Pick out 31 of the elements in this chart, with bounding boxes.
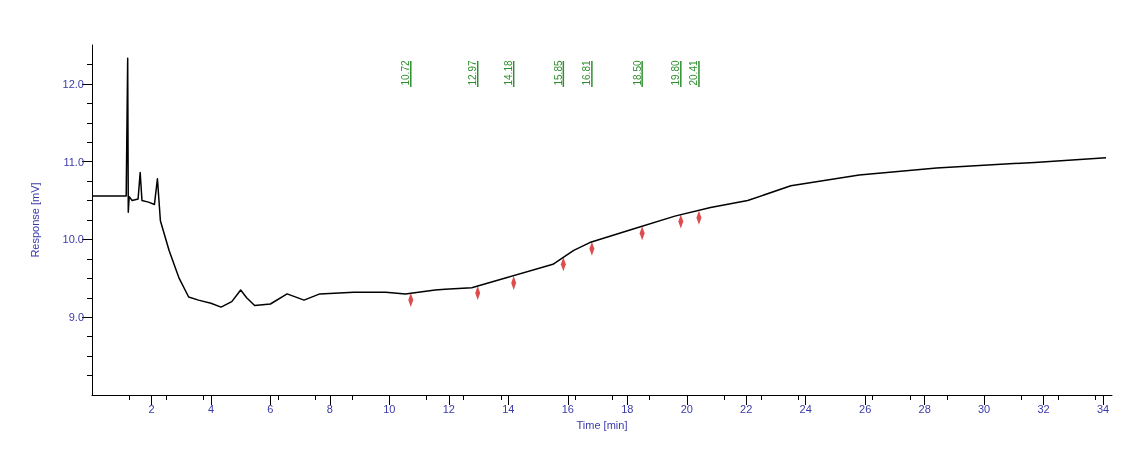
x-tick-label: 6 xyxy=(267,402,274,415)
ref-line-label: 19.80 xyxy=(670,60,682,86)
x-tick-label: 16 xyxy=(561,402,574,415)
y-tick-label: 10.0 xyxy=(62,233,84,246)
x-tick-label: 8 xyxy=(326,402,333,415)
x-tick-label: 26 xyxy=(859,402,872,415)
x-tick-label: 14 xyxy=(502,402,515,415)
x-tick-label: 4 xyxy=(207,402,215,415)
x-tick-label: 28 xyxy=(918,402,931,415)
ref-line-label: 16.81 xyxy=(581,60,593,86)
ref-line-label: 10.72 xyxy=(400,60,412,86)
y-tick-label: 9.0 xyxy=(68,311,84,324)
x-tick-label: 2 xyxy=(148,402,155,415)
x-tick-label: 10 xyxy=(383,402,396,415)
x-axis-title: Time [min] xyxy=(576,418,628,431)
x-tick-label: 34 xyxy=(1096,402,1110,415)
ref-line-label: 14.18 xyxy=(503,60,515,86)
x-tick-label: 20 xyxy=(680,402,693,415)
x-tick-label: 32 xyxy=(1037,402,1050,415)
x-tick-label: 24 xyxy=(799,402,812,415)
ref-line-label: 20.41 xyxy=(688,60,700,86)
y-tick-label: 11.0 xyxy=(63,155,84,168)
y-tick-label: 12.0 xyxy=(62,77,84,90)
ref-line-label: 12.97 xyxy=(467,60,479,86)
ref-line-label: 18.50 xyxy=(631,60,643,86)
y-axis-title: Response [mV] xyxy=(28,182,41,258)
x-tick-label: 22 xyxy=(740,402,753,415)
ref-line-label: 15.85 xyxy=(552,60,564,86)
x-tick-label: 18 xyxy=(621,402,634,415)
x-tick-label: 30 xyxy=(978,402,991,415)
x-tick-label: 12 xyxy=(442,402,455,415)
